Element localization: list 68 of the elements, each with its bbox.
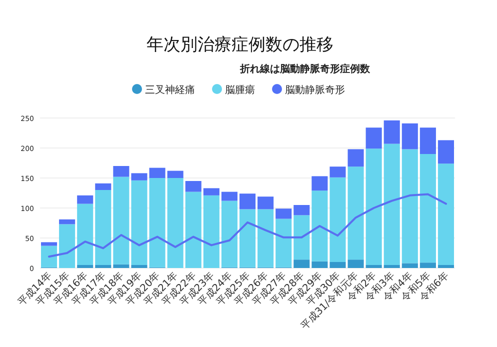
bar — [167, 178, 184, 268]
bar — [420, 128, 436, 154]
bar — [402, 123, 418, 150]
legend-label: 脳動静脈奇形 — [285, 84, 345, 96]
bar — [348, 166, 364, 260]
bar — [366, 148, 382, 265]
bar — [366, 265, 382, 268]
bar — [438, 265, 454, 268]
bar — [330, 166, 346, 178]
bar — [149, 168, 166, 178]
bar — [95, 190, 112, 265]
bar — [294, 260, 310, 268]
bar — [41, 246, 58, 268]
bar — [95, 265, 112, 268]
bar — [41, 242, 58, 246]
bar — [312, 261, 328, 268]
bar — [348, 260, 364, 268]
bar — [131, 173, 148, 180]
bar — [239, 209, 256, 268]
bar — [258, 196, 274, 210]
chart-title: 年次別治療症例数の推移 — [146, 35, 334, 55]
bar — [59, 224, 76, 268]
bar — [276, 208, 292, 219]
bar — [312, 190, 328, 262]
bar — [221, 200, 238, 268]
bar — [384, 144, 400, 265]
bar — [77, 204, 94, 265]
bar — [402, 263, 418, 268]
bar — [95, 183, 112, 190]
legend-label: 三叉神経痛 — [145, 84, 195, 96]
bar — [420, 154, 436, 263]
bar — [77, 265, 94, 268]
bar — [294, 205, 310, 216]
legend-item: 脳腫瘍 — [212, 84, 255, 96]
legend-item: 三叉神経痛 — [132, 84, 195, 96]
bar — [113, 264, 130, 268]
chart-subtitle: 折れ線は脳動静脈奇形症例数 — [239, 63, 371, 75]
bar — [77, 195, 94, 204]
bar — [203, 188, 220, 196]
bar — [239, 194, 256, 210]
bar — [149, 178, 166, 268]
bar — [312, 176, 328, 191]
bar — [384, 120, 400, 144]
bar — [438, 140, 454, 164]
bar — [203, 195, 220, 268]
bar — [131, 180, 148, 265]
bar — [131, 265, 148, 268]
bar — [258, 209, 274, 268]
bar — [59, 219, 76, 224]
bar — [384, 265, 400, 268]
bar — [330, 262, 346, 268]
line-series — [48, 193, 447, 258]
bar — [113, 176, 130, 264]
bar — [113, 166, 130, 177]
bar — [276, 218, 292, 268]
legend-label: 脳腫瘍 — [225, 84, 255, 96]
bar — [167, 170, 184, 178]
bar — [438, 164, 454, 265]
bar — [185, 181, 202, 192]
legend-item: 脳動静脈奇形 — [272, 84, 345, 96]
bar — [402, 149, 418, 264]
bar — [185, 192, 202, 268]
bar — [348, 149, 364, 167]
bar — [221, 192, 238, 201]
bar — [294, 215, 310, 260]
bar — [330, 177, 346, 262]
bar — [366, 128, 382, 149]
bar — [420, 262, 436, 268]
